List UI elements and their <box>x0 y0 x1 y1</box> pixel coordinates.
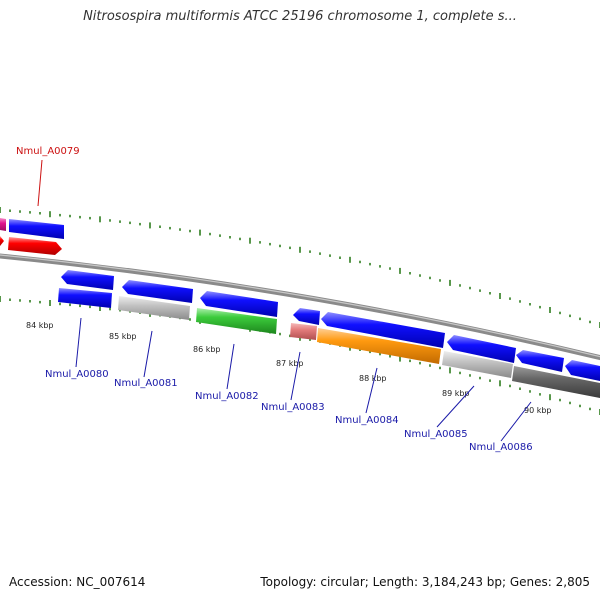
gene-feature-magenta[interactable] <box>0 218 6 231</box>
genome-summary-text: Topology: circular; Length: 3,184,243 bp… <box>260 575 590 589</box>
gene-feature-rev-6[interactable] <box>447 335 516 363</box>
accession-text: Accession: NC_007614 <box>9 575 146 589</box>
gene-feature-rev-2[interactable] <box>122 280 193 303</box>
gene-label-nmul-a0082[interactable]: Nmul_A0082 <box>195 391 259 402</box>
gene-feature-red-a[interactable] <box>0 236 4 246</box>
gene-feature-rev-5[interactable] <box>321 312 445 348</box>
gene-feature-nmul-a0079-blue[interactable] <box>9 219 64 239</box>
gene-feature-rev-8[interactable] <box>565 360 600 381</box>
gene-label-nmul-a0085[interactable]: Nmul_A0085 <box>404 429 468 440</box>
leader-line-nmul-a0084 <box>365 367 378 414</box>
gene-feature-rev-7[interactable] <box>516 350 564 372</box>
kbp-label-89: 89 kbp <box>442 389 470 398</box>
leader-line-nmul-a0086 <box>500 401 532 442</box>
map-title: Nitrosospira multiformis ATCC 25196 chro… <box>83 9 517 24</box>
gene-feature-rev-4[interactable] <box>293 308 320 325</box>
kbp-label-85: 85 kbp <box>109 332 137 341</box>
gene-feature-nmul-a0079[interactable] <box>8 237 62 255</box>
leader-line-nmul-a0079 <box>37 159 43 207</box>
gene-label-nmul-a0079[interactable]: Nmul_A0079 <box>16 146 80 157</box>
chromosome-backbone <box>0 253 600 361</box>
leader-line-nmul-a0082 <box>226 343 235 390</box>
kbp-label-84: 84 kbp <box>26 321 54 330</box>
gene-feature-nmul-a0080[interactable] <box>58 288 112 308</box>
kbp-label-90: 90 kbp <box>524 406 552 415</box>
kbp-label-86: 86 kbp <box>193 345 221 354</box>
gene-feature-rev-3[interactable] <box>200 291 278 317</box>
gene-label-nmul-a0084[interactable]: Nmul_A0084 <box>335 415 399 426</box>
tick-row-upper <box>0 207 600 328</box>
gene-label-nmul-a0086[interactable]: Nmul_A0086 <box>469 442 533 453</box>
gene-feature-nmul-a0081[interactable] <box>118 296 190 320</box>
gene-label-nmul-a0080[interactable]: Nmul_A0080 <box>45 369 109 380</box>
gene-feature-nmul-a0085[interactable] <box>442 351 513 378</box>
kbp-label-87: 87 kbp <box>276 359 304 368</box>
leader-line-nmul-a0085 <box>436 385 475 428</box>
leader-line-nmul-a0083 <box>290 351 301 401</box>
gene-label-nmul-a0081[interactable]: Nmul_A0081 <box>114 378 178 389</box>
gene-feature-rev-1[interactable] <box>61 270 114 290</box>
leader-line-nmul-a0080 <box>75 317 82 368</box>
gene-feature-nmul-a0086[interactable] <box>512 366 600 398</box>
kbp-label-88: 88 kbp <box>359 374 387 383</box>
gene-feature-nmul-a0082[interactable] <box>196 308 277 334</box>
gene-feature-nmul-a0083[interactable] <box>290 323 317 340</box>
chromosome-backbone-highlight <box>0 254 600 358</box>
leader-line-nmul-a0081 <box>143 330 153 378</box>
gene-feature-nmul-a0084[interactable] <box>317 328 441 364</box>
gene-label-nmul-a0083[interactable]: Nmul_A0083 <box>261 402 325 413</box>
